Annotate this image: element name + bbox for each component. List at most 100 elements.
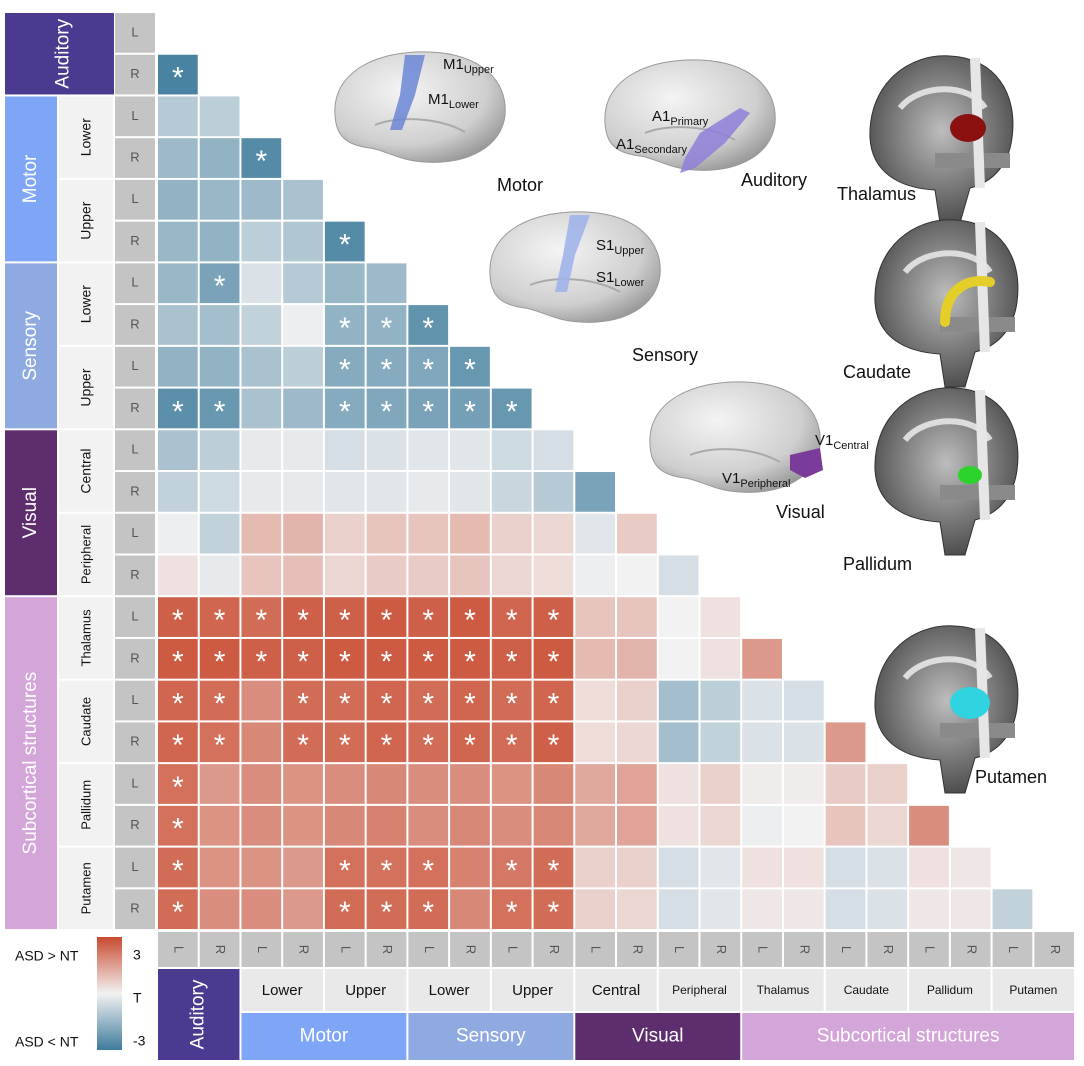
heatmap-cell — [366, 805, 407, 846]
significance-star: * — [548, 729, 560, 762]
heatmap-cell — [241, 680, 282, 721]
region-label: S1Upper — [596, 237, 645, 257]
subgroup-label: Peripheral — [78, 525, 93, 584]
significance-star: * — [339, 228, 351, 261]
side-label: R — [881, 945, 896, 954]
heatmap-cell — [158, 305, 198, 345]
heatmap-cell — [199, 555, 240, 596]
heatmap-cell — [283, 179, 323, 220]
side-block — [115, 346, 155, 387]
heatmap-cell — [283, 305, 323, 345]
group-label: Subcortical structures — [20, 672, 41, 855]
side-block — [700, 932, 741, 967]
heatmap-cell — [575, 597, 616, 637]
side-label: L — [131, 191, 138, 206]
heatmap-cell — [617, 513, 657, 554]
heatmap-cell — [158, 805, 198, 846]
side-block — [366, 932, 407, 967]
heatmap-cell — [491, 597, 532, 637]
significance-star: * — [464, 395, 476, 428]
heatmap-cell — [700, 847, 741, 888]
heatmap-cell — [533, 638, 574, 679]
side-block — [825, 932, 866, 967]
heatmap-cell — [324, 388, 365, 429]
side-label: R — [630, 945, 645, 954]
side-block — [115, 388, 155, 429]
subgroup-block — [59, 346, 113, 429]
subgroup-block — [59, 513, 113, 596]
region-label: S1Lower — [596, 269, 645, 289]
heatmap-cell — [408, 555, 449, 596]
side-block — [115, 889, 155, 930]
side-block — [115, 764, 155, 804]
heatmap-cell — [533, 597, 574, 637]
heatmap-cell — [199, 680, 240, 721]
heatmap-cell — [158, 597, 198, 637]
significance-star: * — [506, 646, 518, 679]
heatmap-cell — [408, 680, 449, 721]
heatmap-cell — [324, 680, 365, 721]
region-subscript: Peripheral — [740, 478, 790, 490]
significance-star: * — [506, 896, 518, 929]
heatmap-cell — [241, 847, 282, 888]
heatmap-cell — [283, 764, 323, 804]
heatmap-cell — [867, 805, 908, 846]
heatmap-cell — [158, 179, 198, 220]
heatmap-cell — [909, 847, 949, 888]
group-block — [5, 13, 114, 95]
heatmap-cell — [241, 179, 282, 220]
heatmap-cell — [366, 555, 407, 596]
side-label: L — [756, 946, 771, 953]
side-label: L — [672, 946, 687, 953]
heatmap-cell — [199, 764, 240, 804]
side-label: L — [131, 692, 138, 707]
heatmap-cell — [408, 346, 449, 387]
significance-star: * — [339, 354, 351, 387]
heatmap-cell — [450, 638, 490, 679]
significance-star: * — [255, 145, 267, 178]
heatmap-cell — [241, 263, 282, 304]
region-subscript: Upper — [614, 245, 644, 257]
region-label: M1Lower — [428, 91, 479, 111]
significance-star: * — [381, 354, 393, 387]
side-label: R — [714, 945, 729, 954]
heatmap-cell — [283, 680, 323, 721]
heatmap-cell — [783, 889, 824, 930]
side-block — [992, 932, 1033, 967]
heatmap-cell — [617, 555, 657, 596]
side-label: R — [130, 567, 139, 582]
heatmap-cell — [617, 722, 657, 763]
heatmap-cell — [366, 388, 407, 429]
side-block — [115, 54, 155, 95]
significance-star: * — [339, 604, 351, 637]
significance-star: * — [464, 646, 476, 679]
heatmap-cell — [199, 430, 240, 471]
significance-star: * — [506, 854, 518, 887]
heatmap-cell — [283, 346, 323, 387]
heatmap-cell — [992, 889, 1033, 930]
heatmap-cell — [324, 472, 365, 512]
heatmap-cell — [658, 555, 699, 596]
heatmap-cell — [366, 305, 407, 345]
group-block — [5, 430, 57, 596]
heatmap-cell — [533, 430, 574, 471]
subgroup-label: Upper — [512, 982, 553, 999]
heatmap-cell — [700, 805, 741, 846]
heatmap-cell — [366, 346, 407, 387]
heatmap-cell — [825, 805, 866, 846]
significance-star: * — [339, 729, 351, 762]
region-name: A1 — [652, 108, 670, 125]
heatmap-cell — [491, 889, 532, 930]
heatmap-cell — [575, 764, 616, 804]
heatmap-cell — [324, 847, 365, 888]
subgroup-label: Caudate — [78, 697, 93, 746]
heatmap-cell — [700, 680, 741, 721]
subgroup-block — [825, 969, 908, 1011]
group-block — [575, 1013, 741, 1060]
heatmap-cell — [241, 388, 282, 429]
side-label: R — [797, 945, 812, 954]
heatmap-cell — [158, 513, 198, 554]
heatmap-cell — [241, 638, 282, 679]
heatmap-cell — [575, 805, 616, 846]
